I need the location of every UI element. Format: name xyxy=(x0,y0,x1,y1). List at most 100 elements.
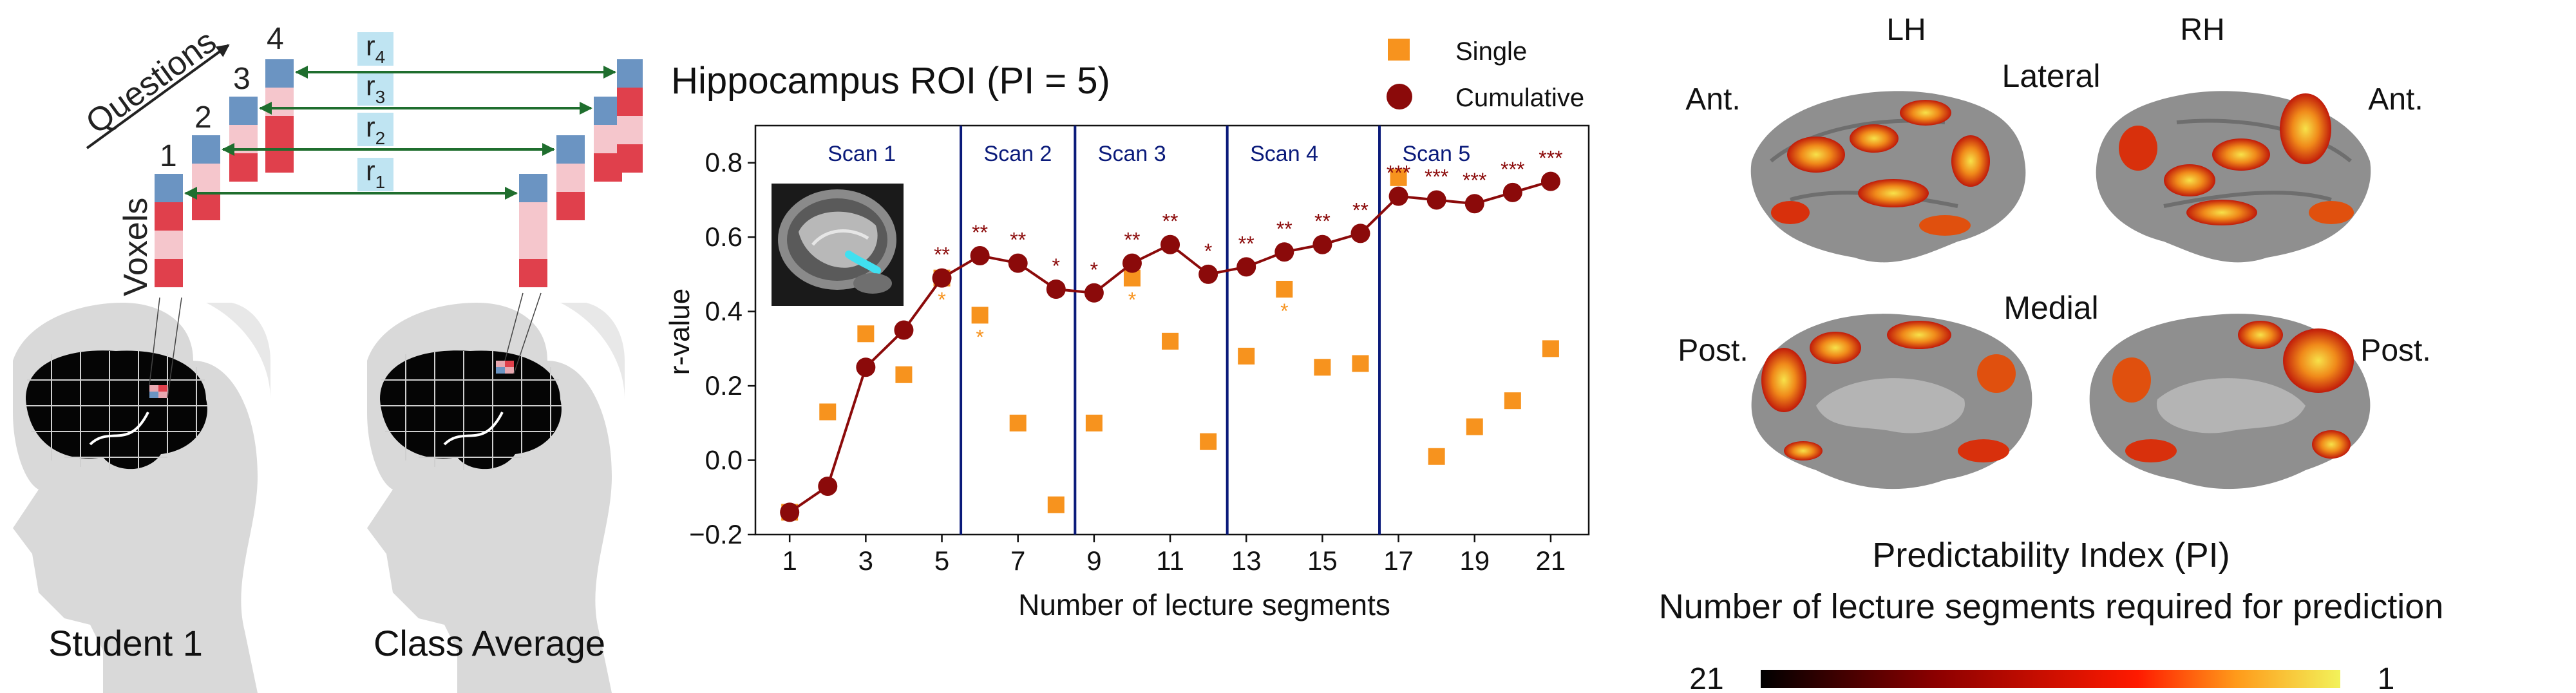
correlation-arrows xyxy=(184,66,616,200)
anterior-left-label: Ant. xyxy=(1685,82,1740,117)
medial-label: Medial xyxy=(2003,290,2098,326)
r-label-4: r4 xyxy=(366,30,385,67)
cumulative-point-8 xyxy=(1046,280,1066,299)
cumulative-point-14 xyxy=(1274,242,1294,262)
x-tick-label-7: 7 xyxy=(1010,546,1025,576)
cumulative-significance-18: *** xyxy=(1425,165,1448,188)
single-point-9 xyxy=(1085,414,1103,432)
single-significance-6: * xyxy=(976,325,983,348)
colorbar xyxy=(1761,670,2340,688)
colorbar-max-label: 1 xyxy=(2378,662,2395,693)
cumulative-point-19 xyxy=(1464,194,1484,214)
r-labels: r4 r3 r2 r1 xyxy=(366,30,385,192)
x-tick-label-11: 11 xyxy=(1156,546,1184,576)
single-point-19 xyxy=(1466,418,1483,435)
cumulative-point-16 xyxy=(1350,223,1370,243)
cumulative-significance-16: ** xyxy=(1352,198,1368,222)
y-tick-label-2: 0.2 xyxy=(705,370,743,401)
colorbar-subtitle: Number of lecture segments required for … xyxy=(1659,587,2444,626)
cumulative-significance-20: *** xyxy=(1501,158,1524,181)
scan-label-1: Scan 1 xyxy=(828,142,896,166)
single-point-20 xyxy=(1504,392,1521,410)
scan-label-4: Scan 4 xyxy=(1250,142,1318,166)
voxels-axis-label: Voxels xyxy=(117,198,155,296)
anterior-right-label: Ant. xyxy=(2368,82,2423,117)
cumulative-point-7 xyxy=(1008,253,1028,273)
single-point-11 xyxy=(1162,332,1179,350)
colorbar-min-label: 21 xyxy=(1689,662,1723,693)
question-number-4: 4 xyxy=(267,22,284,56)
cumulative-series: **** *** ****** **** ** ***** *** *** *** *** xyxy=(780,147,1563,522)
cumulative-point-17 xyxy=(1388,186,1408,206)
single-point-15 xyxy=(1314,359,1331,376)
lh-medial-surface xyxy=(1751,314,2032,489)
question-number-2: 2 xyxy=(194,100,212,135)
legend-cumulative-swatch xyxy=(1387,84,1412,109)
single-point-12 xyxy=(1200,433,1217,450)
average-voxel-columns xyxy=(519,59,643,287)
cumulative-significance-8: * xyxy=(1052,254,1060,278)
class-average-brain xyxy=(380,350,562,470)
cumulative-point-11 xyxy=(1160,234,1180,254)
y-tick-label-0: −0.2 xyxy=(689,519,743,549)
cumulative-point-3 xyxy=(856,357,876,377)
cumulative-point-1 xyxy=(780,502,800,522)
single-point-17 xyxy=(1390,169,1407,186)
hippocampus-mri-inset xyxy=(772,184,904,306)
cumulative-significance-19: *** xyxy=(1463,169,1486,192)
y-axis-ticks: −0.2 0.0 0.2 0.4 0.6 0.8 xyxy=(689,147,755,549)
cumulative-point-6 xyxy=(970,246,990,266)
cumulative-significance-7: ** xyxy=(1010,229,1026,252)
single-point-18 xyxy=(1428,448,1445,465)
cumulative-point-20 xyxy=(1502,182,1522,202)
single-point-2 xyxy=(819,403,837,421)
cumulative-significance-21: *** xyxy=(1539,147,1562,170)
single-significance-14: * xyxy=(1280,299,1288,323)
schematic-panel: Questions Voxels 1 2 3 4 r4 r3 r2 r1 Stu… xyxy=(0,0,644,693)
cumulative-point-18 xyxy=(1426,190,1446,210)
student-brain xyxy=(26,350,207,470)
posterior-left-label: Post. xyxy=(1678,334,1748,368)
cumulative-significance-10: ** xyxy=(1124,229,1141,252)
question-number-1: 1 xyxy=(160,139,177,173)
student-voxel-columns xyxy=(155,59,294,287)
single-point-14 xyxy=(1276,281,1293,298)
rh-label: RH xyxy=(2180,13,2224,47)
cumulative-point-4 xyxy=(894,320,914,340)
scan-label-5: Scan 5 xyxy=(1402,142,1470,166)
r-value-line-chart: Hippocampus ROI (PI = 5) Single Cumulati… xyxy=(664,37,1590,622)
colorbar-title: Predictability Index (PI) xyxy=(1872,536,2230,574)
scan-label-2: Scan 2 xyxy=(984,142,1052,166)
x-axis-ticks: 1 3 5 7 9 11 13 15 17 19 21 xyxy=(782,535,1566,576)
cumulative-significance-5: ** xyxy=(934,243,950,267)
scan-boundaries xyxy=(960,126,1381,535)
cumulative-significance-14: ** xyxy=(1276,217,1293,240)
single-significance-5: * xyxy=(938,289,945,312)
x-tick-label-17: 17 xyxy=(1383,546,1414,576)
scan-labels: Scan 1 Scan 2 Scan 3 Scan 4 Scan 5 xyxy=(828,142,1470,166)
posterior-right-label: Post. xyxy=(2360,334,2430,368)
y-tick-label-1: 0.0 xyxy=(705,445,743,475)
lh-label: LH xyxy=(1886,13,1926,47)
brain-surface-panel: LH RH Lateral Medial Ant. Ant. Post. Pos… xyxy=(1623,0,2576,693)
lh-lateral-surface xyxy=(1750,91,2026,263)
chart-title: Hippocampus ROI (PI = 5) xyxy=(671,60,1110,102)
legend-single-swatch xyxy=(1388,39,1410,61)
r-label-1: r1 xyxy=(366,155,385,192)
single-point-6 xyxy=(971,307,989,324)
scan-label-3: Scan 3 xyxy=(1098,142,1166,166)
x-tick-label-13: 13 xyxy=(1231,546,1262,576)
cumulative-point-21 xyxy=(1540,171,1560,191)
y-axis-label: r-value xyxy=(664,289,696,375)
single-significance-10: * xyxy=(1128,289,1136,312)
single-point-4 xyxy=(895,366,913,383)
x-tick-label-21: 21 xyxy=(1536,546,1566,576)
cumulative-significance-17: *** xyxy=(1387,162,1410,185)
question-number-3: 3 xyxy=(233,62,251,96)
cumulative-point-10 xyxy=(1122,253,1142,273)
r-label-3: r3 xyxy=(366,70,385,107)
single-point-21 xyxy=(1542,340,1559,357)
single-point-8 xyxy=(1047,496,1065,513)
y-tick-label-4: 0.6 xyxy=(705,222,743,252)
cumulative-significance-12: * xyxy=(1204,240,1212,263)
